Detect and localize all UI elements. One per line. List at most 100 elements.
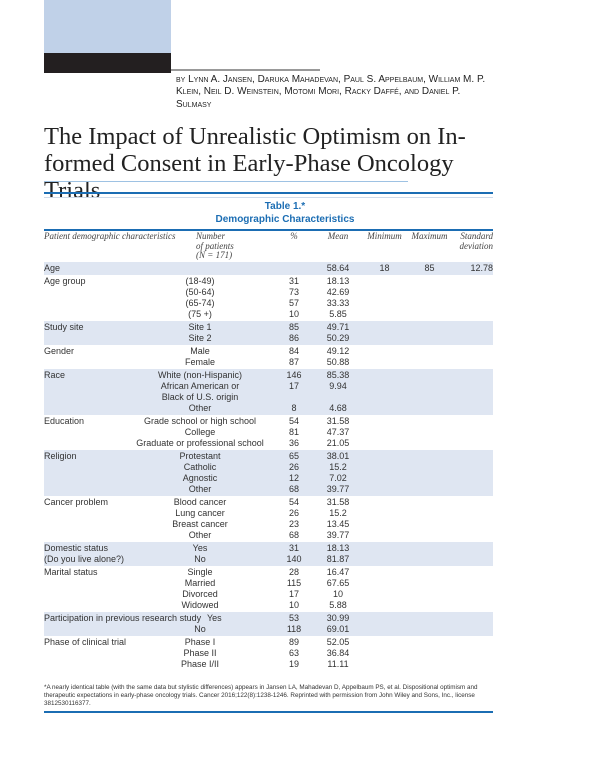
table-cell: 63 <box>288 647 299 658</box>
table-cell: 50.29 <box>326 332 350 343</box>
table-cell <box>452 357 493 369</box>
table-row: Other 8 4.68 <box>44 402 493 415</box>
table-cell <box>452 427 493 438</box>
table-cell <box>362 496 407 508</box>
table-row: (50-64) 73 42.69 <box>44 287 493 298</box>
table-row: Other 68 39.77 <box>44 530 493 542</box>
table-cell: 21.05 <box>326 437 350 448</box>
table-row: (75 +) 10 5.85 <box>44 309 493 321</box>
table-cell <box>44 473 126 484</box>
table-cell: Agnostic <box>182 472 218 483</box>
table-cell: 84 <box>288 345 299 356</box>
table-cell: 38.01 <box>326 450 350 461</box>
table-cell: 67.65 <box>326 577 350 588</box>
table-cell <box>362 369 407 381</box>
table-cell: Cancer problem <box>44 496 126 508</box>
table-cell <box>44 403 126 415</box>
table-cell <box>274 392 314 403</box>
table-row: Married 115 67.65 <box>44 578 493 589</box>
table-cell: 7.02 <box>329 472 347 483</box>
table-cell <box>407 589 452 600</box>
table-cell: 26 <box>288 507 299 518</box>
table-cell <box>407 333 452 345</box>
table-cell <box>407 554 452 566</box>
column-header: Patient demographic characteristics <box>44 231 176 241</box>
table-cell <box>362 392 407 403</box>
table-cell <box>362 648 407 659</box>
table-cell: 47.37 <box>326 426 350 437</box>
table-cell: Single <box>126 566 274 578</box>
table-cell: Lung cancer <box>175 507 225 518</box>
table-cell: Yes <box>126 542 274 554</box>
column-header: % <box>290 231 298 241</box>
table-cell <box>452 309 493 321</box>
table-cell <box>126 262 274 275</box>
table-group: Phase of clinical trial Phase I 89 52.05 Pha… <box>44 636 493 671</box>
subcategory-text: (18-49) <box>185 275 215 286</box>
label-text: Gender <box>44 345 75 356</box>
table-cell: Married <box>184 577 216 588</box>
subcategory-text: Site 1 <box>188 321 212 332</box>
table-cell <box>452 381 493 392</box>
table-cell: Site 2 <box>188 332 212 343</box>
table-cell: Black of U.S. origin <box>161 391 239 402</box>
table-cell <box>44 333 126 345</box>
table-cell <box>362 333 407 345</box>
label-text: Participation in previous research study <box>44 612 202 623</box>
label-text: (Do you live alone?) <box>44 553 125 564</box>
demographics-table: Patient demographic characteristics Numb… <box>44 231 493 671</box>
table-cell <box>362 309 407 321</box>
table-cell <box>362 321 407 333</box>
table-cell: College <box>184 426 216 437</box>
table-cell <box>452 321 493 333</box>
table-cell: 17 <box>288 380 299 391</box>
table-cell <box>44 508 126 519</box>
table-row: African American or 17 9.94 <box>44 380 493 392</box>
table-cell: Age group <box>44 275 126 287</box>
table-cell <box>362 381 407 392</box>
table-title: Demographic Characteristics <box>215 213 355 225</box>
table-cell <box>407 438 452 450</box>
divider <box>44 711 493 713</box>
table-cell <box>44 298 126 309</box>
table-cell: 11.11 <box>327 658 349 669</box>
table-cell <box>407 287 452 298</box>
table-row: Catholic 26 15.2 <box>44 461 493 473</box>
table-cell: 58.64 <box>326 262 350 273</box>
table-cell <box>44 659 126 671</box>
table-cell <box>452 566 493 578</box>
table-cell: 85 <box>288 321 299 332</box>
table-row: Gender Male 84 49.12 <box>44 345 493 357</box>
subcategory-text: Single <box>187 566 213 577</box>
divider <box>44 192 493 194</box>
table-cell: 115 <box>286 577 302 588</box>
table-row: Religion Protestant 65 38.01 <box>44 449 493 462</box>
table-cell <box>44 578 126 589</box>
table-cell: 52.05 <box>326 636 350 647</box>
table-cell <box>44 484 126 496</box>
table-cell <box>362 636 407 648</box>
table-cell: 31.58 <box>326 415 350 426</box>
table-cell: No <box>194 623 206 634</box>
table-cell: 8 <box>291 402 297 413</box>
table-cell: 36 <box>288 437 299 448</box>
table-row: Cancer problem Blood cancer 54 31.58 <box>44 496 493 508</box>
table-cell <box>362 438 407 450</box>
table-row: Lung cancer 26 15.2 <box>44 508 493 519</box>
table-cell: 81.87 <box>326 553 350 564</box>
table-cell: 13.45 <box>326 518 350 529</box>
table-cell: 15.2 <box>329 461 347 472</box>
table-cell <box>362 659 407 671</box>
table-row: Study site Site 1 85 49.71 <box>44 320 493 333</box>
label-text: Marital status <box>44 566 98 577</box>
table-cell <box>452 275 493 287</box>
table-cell: 146 <box>286 369 302 380</box>
table-cell <box>362 357 407 369</box>
table-cell: Catholic <box>183 461 217 472</box>
table-cell: 89 <box>288 636 299 647</box>
table-cell: 49.12 <box>326 345 350 356</box>
header-line: Standard <box>460 231 493 241</box>
table-cell <box>362 530 407 542</box>
table-cell <box>452 473 493 484</box>
table-row: Breast cancer 23 13.45 <box>44 519 493 530</box>
